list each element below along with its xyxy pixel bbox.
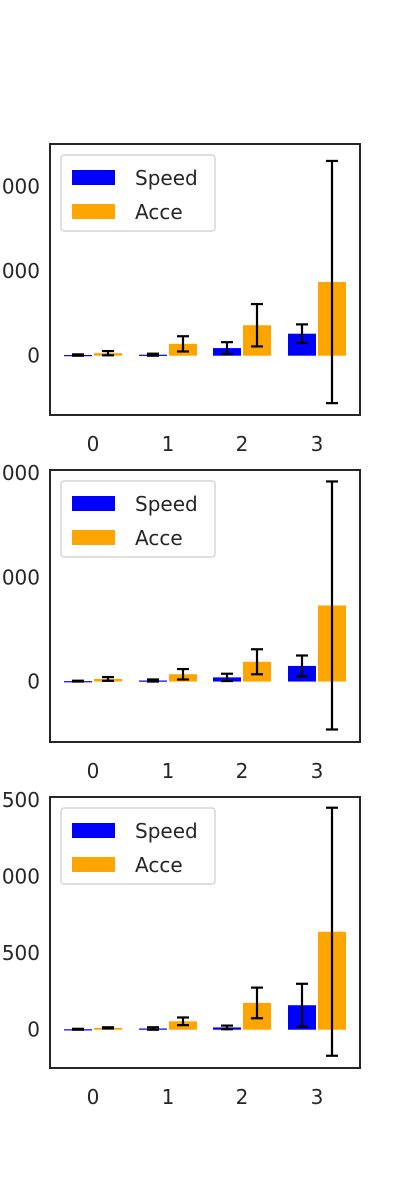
x-tick-label: 1 xyxy=(162,432,175,456)
error-bar-speed-0 xyxy=(72,1027,84,1031)
y-tick-label: 0 xyxy=(27,1018,40,1042)
legend-label-acce: Acce xyxy=(135,526,183,550)
y-tick-label: 000 xyxy=(2,259,40,283)
legend-swatch-acce xyxy=(72,204,115,219)
error-bar-speed-3 xyxy=(296,982,308,1028)
error-bar-acce-2 xyxy=(251,648,263,676)
error-bar-acce-0 xyxy=(102,349,114,357)
legend-label-speed: Speed xyxy=(135,492,198,516)
error-bar-acce-1 xyxy=(177,335,189,353)
legend-swatch-acce xyxy=(72,530,115,545)
error-bar-acce-3 xyxy=(326,159,338,405)
legend-label-acce: Acce xyxy=(135,853,183,877)
y-tick-label: 000 xyxy=(2,865,40,889)
error-bar-acce-3 xyxy=(326,480,338,731)
legend: Speed Acce xyxy=(60,154,216,232)
x-tick-label: 1 xyxy=(162,1085,175,1109)
y-tick-label: 0 xyxy=(27,670,40,694)
legend-swatch-speed xyxy=(72,496,115,511)
x-tick-label: 2 xyxy=(236,1085,249,1109)
plot-frame xyxy=(49,143,361,416)
y-tick-label: 000 xyxy=(2,174,40,198)
y-tick-label: 0 xyxy=(27,344,40,368)
x-tick-label: 3 xyxy=(311,759,324,783)
x-tick-label: 2 xyxy=(236,432,249,456)
x-tick-label: 0 xyxy=(87,759,100,783)
error-bar-acce-0 xyxy=(102,675,114,682)
x-tick-label: 0 xyxy=(87,432,100,456)
x-tick-label: 2 xyxy=(236,759,249,783)
y-tick-label: 500 xyxy=(2,788,40,812)
legend-swatch-speed xyxy=(72,823,115,838)
error-bar-speed-3 xyxy=(296,323,308,345)
error-bar-acce-2 xyxy=(251,986,263,1020)
legend: Speed Acce xyxy=(60,807,216,885)
plot-frame xyxy=(49,796,361,1069)
subplot-3: 0 500 000 500 0 1 2 3 Speed Acce xyxy=(2,788,361,1109)
error-bar-acce-0 xyxy=(102,1026,114,1030)
error-bar-acce-3 xyxy=(326,806,338,1057)
error-bar-speed-3 xyxy=(296,654,308,678)
legend-label-acce: Acce xyxy=(135,200,183,224)
x-tick-label: 3 xyxy=(311,1085,324,1109)
y-tick-label: 000 xyxy=(2,461,40,485)
x-tick-label: 0 xyxy=(87,1085,100,1109)
error-bar-speed-1 xyxy=(147,1026,159,1031)
x-tick-label: 3 xyxy=(311,432,324,456)
error-bar-speed-2 xyxy=(221,1024,233,1031)
error-bar-acce-1 xyxy=(177,1016,189,1027)
legend-swatch-acce xyxy=(72,857,115,872)
error-bar-acce-2 xyxy=(251,302,263,348)
legend-swatch-speed xyxy=(72,170,115,185)
x-tick-label: 1 xyxy=(162,759,175,783)
legend: Speed Acce xyxy=(60,480,216,558)
error-bar-speed-1 xyxy=(147,352,159,357)
bar-speed-3 xyxy=(288,333,316,356)
error-bar-speed-2 xyxy=(221,341,233,356)
error-bar-speed-1 xyxy=(147,678,159,683)
legend-label-speed: Speed xyxy=(135,819,198,843)
error-bar-speed-0 xyxy=(72,353,84,357)
legend-label-speed: Speed xyxy=(135,166,198,190)
y-tick-label: 500 xyxy=(2,941,40,965)
error-bar-acce-1 xyxy=(177,667,189,681)
error-bar-speed-2 xyxy=(221,672,233,683)
plot-frame xyxy=(49,469,361,743)
error-bar-speed-0 xyxy=(72,679,84,683)
y-tick-label: 000 xyxy=(2,565,40,589)
